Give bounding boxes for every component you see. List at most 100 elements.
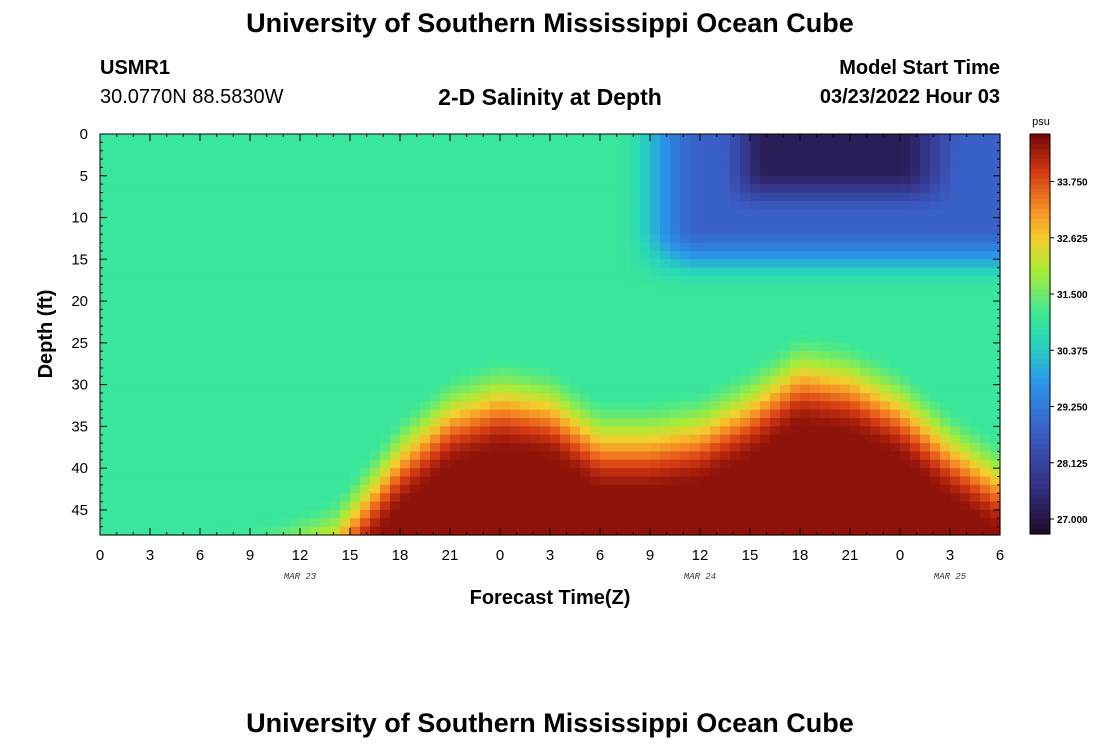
heatmap-cell xyxy=(360,451,371,461)
heatmap-cell xyxy=(850,434,861,444)
heatmap-cell xyxy=(660,351,671,361)
heatmap-cell xyxy=(600,526,611,536)
heatmap-cell xyxy=(740,167,751,177)
heatmap-cell xyxy=(790,459,801,469)
heatmap-cell xyxy=(180,267,191,277)
heatmap-cell xyxy=(930,493,941,503)
heatmap-cell xyxy=(660,167,671,177)
heatmap-cell xyxy=(820,225,831,235)
heatmap-cell xyxy=(380,426,391,436)
heatmap-cell xyxy=(570,443,581,453)
heatmap-cell xyxy=(540,142,551,152)
heatmap-cell xyxy=(660,476,671,486)
heatmap-cell xyxy=(370,200,381,210)
heatmap-cell xyxy=(370,443,381,453)
heatmap-cell xyxy=(840,242,851,252)
heatmap-cell xyxy=(860,134,871,143)
heatmap-cell xyxy=(940,401,951,411)
heatmap-cell xyxy=(510,276,521,285)
heatmap-cell xyxy=(330,434,341,444)
heatmap-cell xyxy=(380,309,391,319)
heatmap-cell xyxy=(810,267,821,277)
heatmap-cell xyxy=(520,242,531,252)
heatmap-cell xyxy=(270,267,281,277)
heatmap-cell xyxy=(630,401,641,411)
heatmap-cell xyxy=(160,200,171,210)
heatmap-cell xyxy=(640,200,651,210)
heatmap-cell xyxy=(160,217,171,227)
heatmap-cell xyxy=(880,526,891,536)
heatmap-cell xyxy=(110,217,121,227)
heatmap-cell xyxy=(470,284,481,294)
heatmap-cell xyxy=(210,134,221,143)
heatmap-cell xyxy=(700,392,711,402)
heatmap-cell xyxy=(730,367,741,377)
heatmap-cell xyxy=(800,351,811,361)
heatmap-cell xyxy=(600,175,611,185)
heatmap-cell xyxy=(850,301,861,311)
heatmap-cell xyxy=(930,468,941,478)
heatmap-cell xyxy=(630,376,641,386)
heatmap-cell xyxy=(880,384,891,394)
heatmap-cell xyxy=(630,142,641,152)
heatmap-cell xyxy=(200,476,211,486)
heatmap-cell xyxy=(100,359,111,369)
heatmap-cell xyxy=(320,134,331,143)
heatmap-cell xyxy=(140,476,151,486)
heatmap-cell xyxy=(340,484,351,494)
heatmap-cell xyxy=(740,476,751,486)
heatmap-cell xyxy=(390,250,401,260)
heatmap-cell xyxy=(460,192,471,202)
heatmap-cell xyxy=(280,434,291,444)
heatmap-cell xyxy=(340,426,351,436)
heatmap-cell xyxy=(240,484,251,494)
heatmap-cell xyxy=(470,217,481,227)
heatmap-cell xyxy=(520,418,531,427)
heatmap-cell xyxy=(250,376,261,386)
heatmap-cell xyxy=(800,426,811,436)
heatmap-cell xyxy=(220,509,231,519)
heatmap-cell xyxy=(730,267,741,277)
heatmap-cell xyxy=(790,209,801,219)
heatmap-cell xyxy=(610,334,621,344)
heatmap-cell xyxy=(180,276,191,285)
heatmap-cell xyxy=(160,209,171,219)
heatmap-cell xyxy=(680,418,691,427)
heatmap-cell xyxy=(330,426,341,436)
heatmap-cell xyxy=(990,493,1001,503)
heatmap-cell xyxy=(880,451,891,461)
heatmap-cell xyxy=(280,150,291,160)
heatmap-cell xyxy=(130,443,141,453)
heatmap-cell xyxy=(710,518,721,528)
heatmap-cell xyxy=(460,326,471,336)
heatmap-cell xyxy=(530,334,541,344)
heatmap-cell xyxy=(440,184,451,194)
heatmap-cell xyxy=(820,150,831,160)
heatmap-cell xyxy=(580,392,591,402)
heatmap-cell xyxy=(650,309,661,319)
heatmap-cell xyxy=(650,326,661,336)
heatmap-cell xyxy=(760,518,771,528)
heatmap-cell xyxy=(100,459,111,469)
heatmap-cell xyxy=(170,200,181,210)
heatmap-cell xyxy=(410,518,421,528)
heatmap-cell xyxy=(800,451,811,461)
heatmap-cell xyxy=(180,200,191,210)
heatmap-cell xyxy=(920,434,931,444)
heatmap-cell xyxy=(460,443,471,453)
colorbar-segment xyxy=(1030,474,1050,480)
heatmap-cell xyxy=(590,376,601,386)
heatmap-cell xyxy=(670,392,681,402)
heatmap-cell xyxy=(600,459,611,469)
heatmap-cell xyxy=(830,309,841,319)
heatmap-cell xyxy=(620,451,631,461)
heatmap-cell xyxy=(790,309,801,319)
heatmap-cell xyxy=(590,150,601,160)
heatmap-cell xyxy=(620,493,631,503)
heatmap-cell xyxy=(560,250,571,260)
heatmap-cell xyxy=(430,376,441,386)
heatmap-cell xyxy=(420,250,431,260)
heatmap-cell xyxy=(720,217,731,227)
heatmap-cell xyxy=(190,150,201,160)
heatmap-cell xyxy=(830,468,841,478)
